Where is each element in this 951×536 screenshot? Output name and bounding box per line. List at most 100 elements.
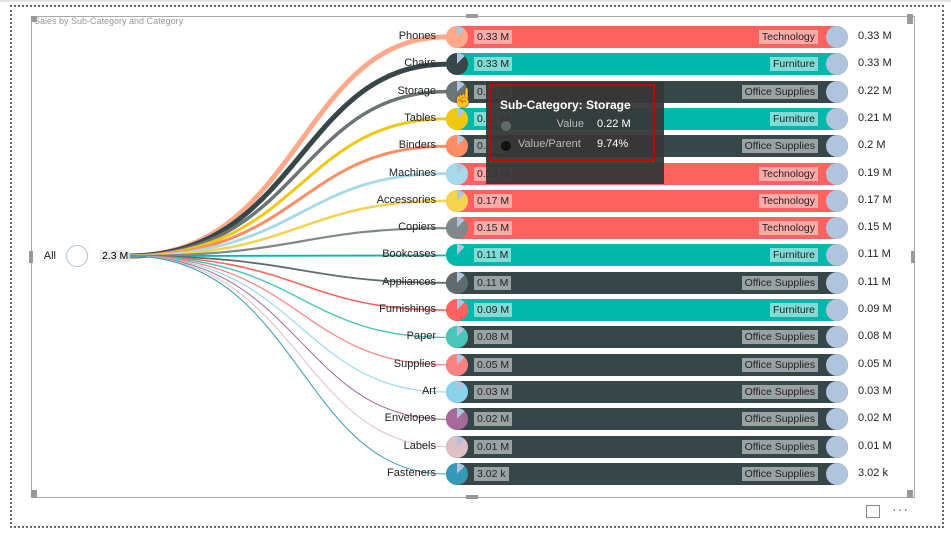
focus-mode-icon[interactable] [866, 505, 880, 518]
tree-link [127, 255, 447, 475]
category-total: 0.22 M [858, 84, 892, 97]
more-options-icon[interactable]: ··· [892, 501, 909, 517]
resize-handle[interactable] [31, 16, 37, 22]
tree-link [127, 255, 447, 339]
tooltip-title: Sub-Category: Storage [500, 98, 631, 112]
category-label: Office Supplies [741, 139, 818, 154]
category-label: Technology [758, 193, 818, 208]
resize-handle[interactable] [31, 490, 37, 498]
category-node[interactable] [826, 26, 848, 48]
subcategory-node[interactable] [446, 299, 468, 322]
tree-link [127, 172, 447, 258]
subcategory-node[interactable] [446, 353, 468, 376]
resize-handle[interactable] [466, 14, 478, 18]
subcategory-node[interactable] [446, 189, 468, 212]
visual-title: Sales by Sub-Category and Category [34, 16, 184, 26]
category-node[interactable] [826, 353, 848, 376]
subcategory-label: Fasteners [387, 466, 436, 479]
visual-container [10, 5, 944, 528]
resize-handle[interactable] [29, 251, 33, 263]
tooltip-ratio-label: Value/Parent [518, 138, 581, 150]
tree-link [127, 227, 447, 258]
tree-link [127, 254, 447, 257]
category-label: Technology [758, 30, 818, 44]
category-node[interactable] [826, 271, 848, 294]
subcategory-label: Phones [398, 30, 436, 42]
tree-link [127, 255, 447, 284]
category-node[interactable] [826, 107, 848, 130]
category-label: Technology [758, 166, 818, 181]
subcategory-label: Furnishings [379, 303, 436, 316]
resize-handle[interactable] [911, 251, 915, 263]
category-node[interactable] [826, 299, 848, 322]
category-bar[interactable] [446, 217, 848, 240]
category-total: 0.01 M [858, 439, 892, 452]
category-label: Office Supplies [741, 385, 818, 400]
subcategory-node[interactable] [446, 162, 468, 185]
category-total: 0.11 M [858, 248, 891, 261]
category-node[interactable] [826, 53, 848, 76]
resize-handle[interactable] [907, 490, 913, 498]
category-node[interactable] [826, 80, 848, 103]
subcategory-node[interactable] [446, 408, 468, 431]
tree-link [127, 255, 447, 366]
subcategory-node[interactable] [446, 435, 468, 458]
subcategory-node[interactable] [446, 53, 468, 76]
subcategory-node[interactable] [446, 271, 468, 294]
category-total: 0.33 M [858, 57, 892, 70]
category-bar[interactable] [446, 53, 848, 76]
subcategory-node[interactable] [446, 381, 468, 404]
subcategory-node[interactable] [446, 244, 468, 267]
resize-handle[interactable] [466, 495, 478, 499]
subcategory-node[interactable] [446, 80, 468, 103]
category-total: 0.33 M [858, 30, 892, 42]
subcategory-label: Supplies [393, 357, 436, 370]
subcategory-label: Envelopes [384, 412, 436, 425]
ratio-dot-icon [501, 141, 511, 151]
category-label: Office Supplies [741, 439, 818, 454]
category-node[interactable] [826, 217, 848, 240]
category-bar[interactable] [446, 26, 848, 48]
category-bar[interactable] [446, 299, 848, 322]
category-node[interactable] [826, 189, 848, 212]
subcategory-node[interactable] [446, 462, 468, 485]
category-node[interactable] [826, 462, 848, 485]
category-node[interactable] [826, 408, 848, 431]
category-node[interactable] [826, 381, 848, 404]
category-total: 0.17 M [858, 193, 892, 206]
category-bar[interactable] [446, 189, 848, 212]
subcategory-label: Chairs [404, 57, 436, 70]
category-total: 0.21 M [858, 111, 892, 124]
category-bar[interactable] [446, 244, 848, 267]
subcategory-label: Paper [406, 330, 436, 343]
subcategory-label: Tables [404, 111, 436, 124]
category-total: 0.19 M [858, 166, 892, 179]
subcategory-label: Machines [388, 166, 436, 179]
subcategory-node[interactable] [446, 135, 468, 158]
subcategory-value: 0.08 M [474, 330, 513, 345]
category-node[interactable] [826, 162, 848, 185]
subcategory-node[interactable] [446, 326, 468, 349]
resize-handle[interactable] [907, 14, 913, 24]
subcategory-node[interactable] [446, 26, 468, 48]
subcategory-label: Bookcases [382, 248, 436, 261]
category-label: Furniture [769, 248, 818, 263]
root-node[interactable] [66, 245, 88, 267]
subcategory-value: 0.33 M [474, 30, 513, 44]
category-node[interactable] [826, 326, 848, 349]
category-label: Furniture [769, 57, 818, 72]
tree-link [127, 255, 447, 393]
subcategory-value: 0.01 M [474, 439, 513, 454]
category-node[interactable] [826, 435, 848, 458]
category-label: Technology [758, 221, 818, 236]
category-total: 0.09 M [858, 303, 892, 316]
category-node[interactable] [826, 244, 848, 267]
category-label: Office Supplies [741, 84, 818, 99]
category-node[interactable] [826, 135, 848, 158]
subcategory-node[interactable] [446, 217, 468, 240]
subcategory-label: Accessories [376, 193, 436, 206]
category-label: Office Supplies [741, 466, 818, 481]
subcategory-node[interactable] [446, 107, 468, 130]
tree-link [127, 199, 447, 258]
